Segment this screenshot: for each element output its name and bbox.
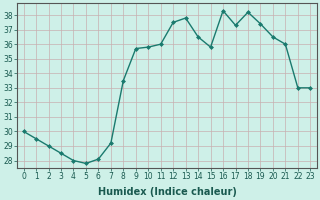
X-axis label: Humidex (Indice chaleur): Humidex (Indice chaleur)	[98, 187, 236, 197]
